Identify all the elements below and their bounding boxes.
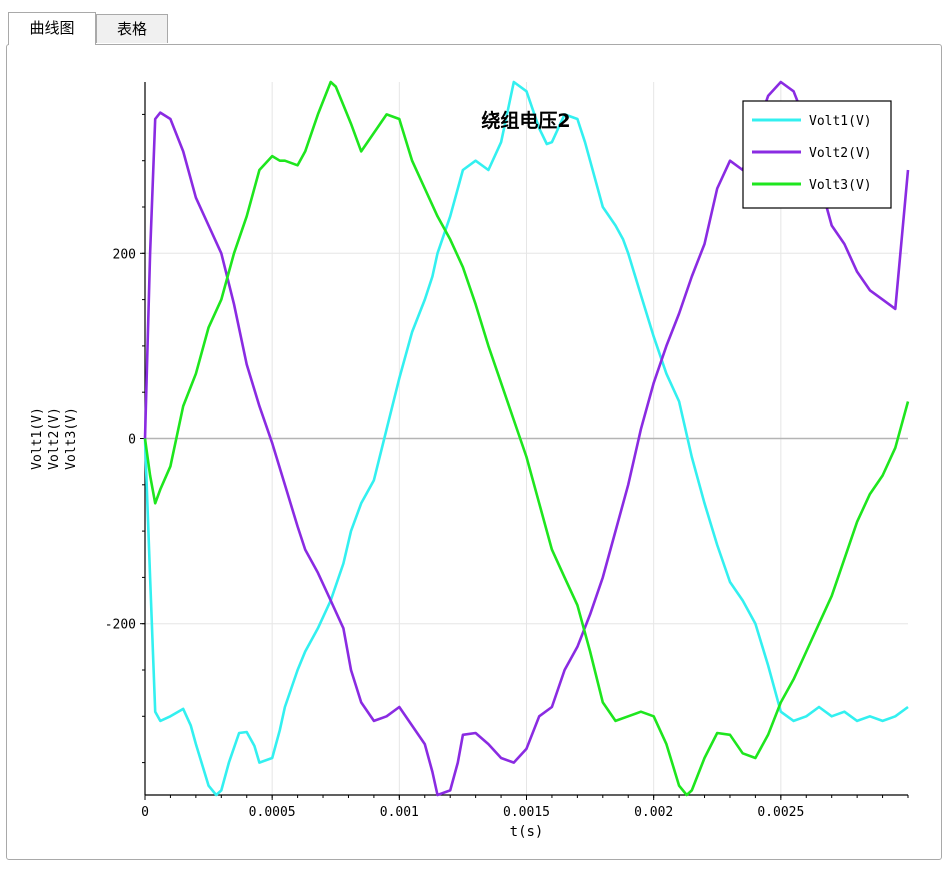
- y-tick-label: 0: [128, 433, 136, 448]
- x-tick-label: 0.0025: [757, 805, 804, 820]
- tab-table[interactable]: 表格: [96, 14, 168, 43]
- legend-label: Volt3(V): [809, 178, 872, 193]
- series-line: [143, 80, 910, 797]
- ticks: 0 0.0005 0.001 0.0015 0.002 0.0025 -200 0 200: [105, 113, 909, 820]
- legend-label: Volt1(V): [809, 114, 872, 129]
- x-axis-label: t(s): [510, 824, 544, 840]
- series-lines: [143, 80, 910, 797]
- y-axis-label-line: Volt1(V): [30, 407, 45, 470]
- x-tick-label: 0: [141, 805, 149, 820]
- series-line: [143, 80, 909, 797]
- tab-curve-chart[interactable]: 曲线图: [8, 12, 96, 45]
- y-tick-label: -200: [105, 618, 136, 633]
- x-tick-label: 0.0015: [503, 805, 550, 820]
- x-tick-label: 0.002: [634, 805, 673, 820]
- x-tick-label: 0.0005: [249, 805, 296, 820]
- y-axis-label-line: Volt3(V): [64, 407, 79, 470]
- y-tick-label: 200: [113, 247, 136, 262]
- y-axis-label-line: Volt2(V): [47, 407, 62, 470]
- y-axis-label: Volt1(V) Volt2(V) Volt3(V): [30, 407, 79, 470]
- series-line: [143, 80, 910, 797]
- legend: Volt1(V) Volt2(V) Volt3(V): [742, 100, 892, 209]
- chart-title: 绕组电压2: [481, 109, 570, 132]
- legend-label: Volt2(V): [809, 146, 872, 161]
- x-tick-label: 0.001: [380, 805, 419, 820]
